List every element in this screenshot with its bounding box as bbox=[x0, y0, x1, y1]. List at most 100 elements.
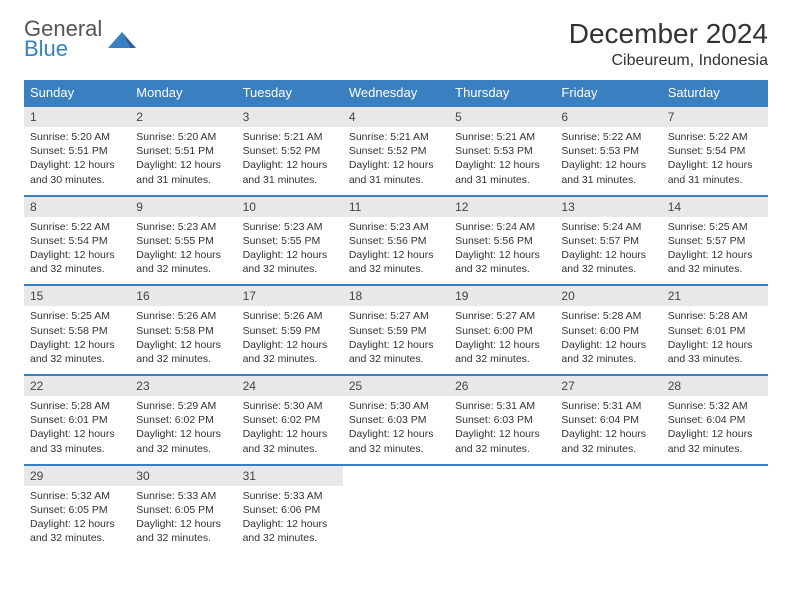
day1-text: Daylight: 12 hours bbox=[136, 517, 230, 531]
day-content-cell: Sunrise: 5:28 AMSunset: 6:00 PMDaylight:… bbox=[555, 306, 661, 375]
day2-text: and 31 minutes. bbox=[668, 173, 762, 187]
day-content-cell: Sunrise: 5:32 AMSunset: 6:04 PMDaylight:… bbox=[662, 396, 768, 465]
day1-text: Daylight: 12 hours bbox=[668, 338, 762, 352]
sunrise-text: Sunrise: 5:26 AM bbox=[243, 309, 337, 323]
day-content-cell: Sunrise: 5:21 AMSunset: 5:52 PMDaylight:… bbox=[237, 127, 343, 196]
sunrise-text: Sunrise: 5:31 AM bbox=[455, 399, 549, 413]
day-number-row: 15161718192021 bbox=[24, 285, 768, 306]
sunset-text: Sunset: 6:04 PM bbox=[561, 413, 655, 427]
day1-text: Daylight: 12 hours bbox=[243, 517, 337, 531]
day1-text: Daylight: 12 hours bbox=[30, 338, 124, 352]
sunset-text: Sunset: 6:00 PM bbox=[455, 324, 549, 338]
day-number-cell: 16 bbox=[130, 285, 236, 306]
sunrise-text: Sunrise: 5:24 AM bbox=[455, 220, 549, 234]
sunset-text: Sunset: 6:03 PM bbox=[349, 413, 443, 427]
day1-text: Daylight: 12 hours bbox=[136, 427, 230, 441]
day-number-cell: 9 bbox=[130, 196, 236, 217]
sunset-text: Sunset: 5:54 PM bbox=[668, 144, 762, 158]
day2-text: and 32 minutes. bbox=[243, 442, 337, 456]
day1-text: Daylight: 12 hours bbox=[668, 427, 762, 441]
day-number-cell: 19 bbox=[449, 285, 555, 306]
day-number-cell: 31 bbox=[237, 465, 343, 486]
day-content-row: Sunrise: 5:28 AMSunset: 6:01 PMDaylight:… bbox=[24, 396, 768, 465]
day1-text: Daylight: 12 hours bbox=[243, 248, 337, 262]
sunset-text: Sunset: 6:02 PM bbox=[136, 413, 230, 427]
brand-triangle-icon bbox=[108, 30, 136, 55]
day-number-cell: 25 bbox=[343, 375, 449, 396]
sunset-text: Sunset: 5:51 PM bbox=[136, 144, 230, 158]
sunset-text: Sunset: 6:03 PM bbox=[455, 413, 549, 427]
day-number-cell bbox=[343, 465, 449, 486]
sunset-text: Sunset: 5:53 PM bbox=[561, 144, 655, 158]
day-content-cell: Sunrise: 5:31 AMSunset: 6:04 PMDaylight:… bbox=[555, 396, 661, 465]
day-content-cell: Sunrise: 5:21 AMSunset: 5:53 PMDaylight:… bbox=[449, 127, 555, 196]
day1-text: Daylight: 12 hours bbox=[30, 248, 124, 262]
day-content-cell: Sunrise: 5:23 AMSunset: 5:56 PMDaylight:… bbox=[343, 217, 449, 286]
sunset-text: Sunset: 5:52 PM bbox=[349, 144, 443, 158]
sunset-text: Sunset: 5:55 PM bbox=[243, 234, 337, 248]
day1-text: Daylight: 12 hours bbox=[243, 338, 337, 352]
day-content-cell: Sunrise: 5:23 AMSunset: 5:55 PMDaylight:… bbox=[237, 217, 343, 286]
sunrise-text: Sunrise: 5:30 AM bbox=[243, 399, 337, 413]
sunrise-text: Sunrise: 5:33 AM bbox=[243, 489, 337, 503]
sunset-text: Sunset: 6:06 PM bbox=[243, 503, 337, 517]
day-content-cell: Sunrise: 5:24 AMSunset: 5:57 PMDaylight:… bbox=[555, 217, 661, 286]
day2-text: and 33 minutes. bbox=[30, 442, 124, 456]
day-content-cell: Sunrise: 5:26 AMSunset: 5:59 PMDaylight:… bbox=[237, 306, 343, 375]
sunset-text: Sunset: 6:02 PM bbox=[243, 413, 337, 427]
day-number-cell: 12 bbox=[449, 196, 555, 217]
sunrise-text: Sunrise: 5:28 AM bbox=[668, 309, 762, 323]
day-content-cell: Sunrise: 5:29 AMSunset: 6:02 PMDaylight:… bbox=[130, 396, 236, 465]
brand-line2: Blue bbox=[24, 38, 102, 60]
day-content-row: Sunrise: 5:25 AMSunset: 5:58 PMDaylight:… bbox=[24, 306, 768, 375]
day1-text: Daylight: 12 hours bbox=[136, 338, 230, 352]
sunrise-text: Sunrise: 5:32 AM bbox=[668, 399, 762, 413]
day2-text: and 32 minutes. bbox=[136, 352, 230, 366]
day-content-cell bbox=[449, 486, 555, 554]
sunset-text: Sunset: 5:51 PM bbox=[30, 144, 124, 158]
day-number-cell: 26 bbox=[449, 375, 555, 396]
sunset-text: Sunset: 6:05 PM bbox=[30, 503, 124, 517]
day2-text: and 32 minutes. bbox=[136, 442, 230, 456]
weekday-header: Saturday bbox=[662, 80, 768, 106]
sunrise-text: Sunrise: 5:27 AM bbox=[455, 309, 549, 323]
day-number-cell: 11 bbox=[343, 196, 449, 217]
day-content-cell: Sunrise: 5:28 AMSunset: 6:01 PMDaylight:… bbox=[662, 306, 768, 375]
day-content-cell: Sunrise: 5:28 AMSunset: 6:01 PMDaylight:… bbox=[24, 396, 130, 465]
day-number-cell: 14 bbox=[662, 196, 768, 217]
day-number-row: 293031 bbox=[24, 465, 768, 486]
calendar-body: 1234567Sunrise: 5:20 AMSunset: 5:51 PMDa… bbox=[24, 106, 768, 553]
day2-text: and 32 minutes. bbox=[243, 262, 337, 276]
day-content-cell: Sunrise: 5:22 AMSunset: 5:54 PMDaylight:… bbox=[24, 217, 130, 286]
day1-text: Daylight: 12 hours bbox=[30, 517, 124, 531]
day-content-row: Sunrise: 5:20 AMSunset: 5:51 PMDaylight:… bbox=[24, 127, 768, 196]
sunset-text: Sunset: 5:53 PM bbox=[455, 144, 549, 158]
day-number-cell: 2 bbox=[130, 106, 236, 127]
day-number-cell: 18 bbox=[343, 285, 449, 306]
day2-text: and 33 minutes. bbox=[668, 352, 762, 366]
day2-text: and 32 minutes. bbox=[30, 262, 124, 276]
day-content-cell: Sunrise: 5:27 AMSunset: 5:59 PMDaylight:… bbox=[343, 306, 449, 375]
day2-text: and 32 minutes. bbox=[136, 531, 230, 545]
weekday-header: Tuesday bbox=[237, 80, 343, 106]
title-block: December 2024 Cibeureum, Indonesia bbox=[569, 18, 768, 70]
sunset-text: Sunset: 5:57 PM bbox=[668, 234, 762, 248]
day-content-cell: Sunrise: 5:31 AMSunset: 6:03 PMDaylight:… bbox=[449, 396, 555, 465]
day-number-cell: 8 bbox=[24, 196, 130, 217]
day-content-cell: Sunrise: 5:30 AMSunset: 6:03 PMDaylight:… bbox=[343, 396, 449, 465]
sunrise-text: Sunrise: 5:22 AM bbox=[30, 220, 124, 234]
day1-text: Daylight: 12 hours bbox=[243, 158, 337, 172]
day-number-cell: 4 bbox=[343, 106, 449, 127]
day1-text: Daylight: 12 hours bbox=[668, 248, 762, 262]
sunrise-text: Sunrise: 5:20 AM bbox=[30, 130, 124, 144]
day-number-cell: 1 bbox=[24, 106, 130, 127]
day1-text: Daylight: 12 hours bbox=[349, 427, 443, 441]
sunset-text: Sunset: 5:58 PM bbox=[136, 324, 230, 338]
day1-text: Daylight: 12 hours bbox=[349, 158, 443, 172]
day2-text: and 32 minutes. bbox=[455, 442, 549, 456]
day2-text: and 31 minutes. bbox=[455, 173, 549, 187]
day-content-cell bbox=[662, 486, 768, 554]
day1-text: Daylight: 12 hours bbox=[30, 158, 124, 172]
page-header: General Blue December 2024 Cibeureum, In… bbox=[24, 18, 768, 70]
sunset-text: Sunset: 5:56 PM bbox=[455, 234, 549, 248]
